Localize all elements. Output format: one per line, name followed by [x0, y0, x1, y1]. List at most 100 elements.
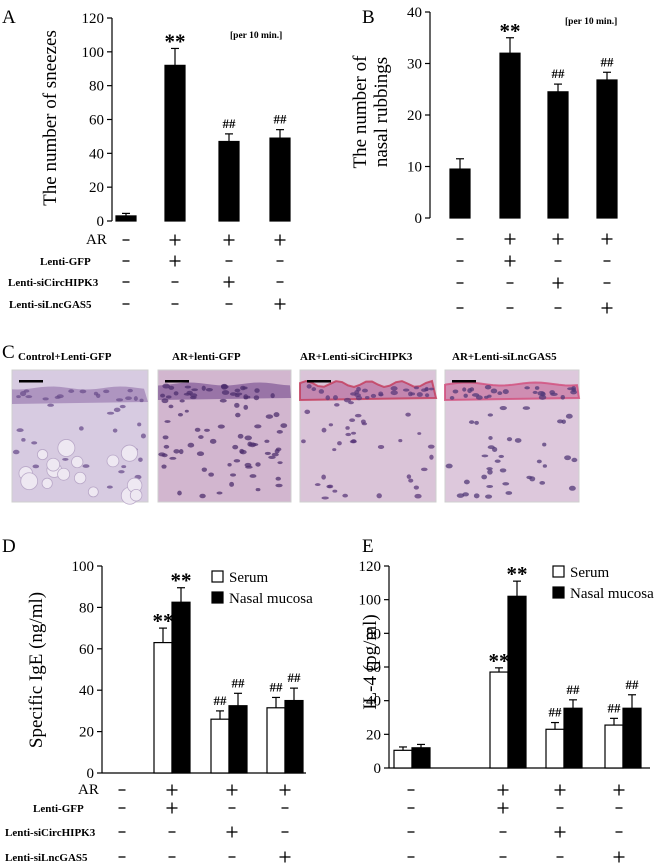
significance-mark: ## [232, 675, 246, 690]
cell-nucleus [42, 397, 49, 401]
cell-nucleus [106, 411, 115, 415]
treatment-label: Lenti-siLncGAS5 [5, 852, 88, 864]
cell-nucleus [12, 449, 20, 455]
cell-nucleus [408, 478, 414, 483]
chart-panel-b: 0 10 20 30 40 The number of nasal rubbings [per… [350, 5, 618, 314]
scale-bar [19, 380, 43, 383]
cell-nucleus [221, 390, 230, 395]
cell-nucleus [116, 398, 124, 402]
cell-nucleus [103, 389, 110, 394]
cell-nucleus [273, 412, 280, 418]
cell-nucleus [271, 452, 279, 457]
cell-nucleus [413, 386, 420, 390]
cell-nucleus [68, 389, 75, 393]
scale-bar [307, 380, 331, 383]
cell-nucleus [452, 389, 459, 394]
cell-nucleus [78, 426, 84, 431]
cell-nucleus [481, 454, 489, 458]
cell-nucleus [184, 385, 192, 389]
tissue-vacuole [41, 477, 53, 489]
cell-nucleus [25, 395, 33, 399]
bar [284, 699, 304, 774]
cell-nucleus [179, 399, 185, 403]
cell-nucleus [163, 444, 170, 449]
treatment-label: AR [86, 232, 107, 248]
cell-nucleus [481, 474, 488, 480]
cell-nucleus [169, 456, 177, 460]
cell-nucleus [462, 387, 467, 392]
bar [210, 718, 230, 774]
significance-mark: ## [549, 705, 563, 720]
cell-nucleus [410, 392, 416, 396]
cell-nucleus [275, 483, 283, 488]
cell-nucleus [165, 395, 172, 399]
significance-mark: ** [153, 609, 174, 633]
histology-image [157, 369, 292, 503]
y-tick-label: 120 [82, 11, 105, 27]
legend-label: Serum [570, 565, 609, 581]
tissue-vacuole [71, 455, 84, 469]
cell-nucleus [524, 386, 530, 390]
cell-nucleus [177, 413, 184, 417]
cell-nucleus [113, 407, 121, 413]
panel-letter: D [2, 536, 16, 557]
cell-nucleus [311, 387, 317, 392]
cell-nucleus [534, 386, 540, 390]
significance-mark: ## [223, 116, 237, 131]
cell-nucleus [161, 464, 167, 469]
cell-nucleus [498, 454, 505, 458]
cell-nucleus [361, 422, 368, 426]
legend-swatch [211, 570, 224, 583]
panel-letter: E [362, 536, 374, 557]
scale-bar [165, 380, 189, 383]
cell-nucleus [416, 392, 423, 397]
cell-nucleus [332, 448, 337, 452]
cell-nucleus [345, 432, 352, 437]
cell-nucleus [201, 467, 208, 472]
cell-nucleus [351, 431, 357, 435]
cell-nucleus [248, 442, 257, 448]
cell-nucleus [417, 432, 422, 435]
cell-nucleus [549, 390, 555, 395]
bar [547, 91, 569, 219]
legend-swatch [211, 591, 224, 604]
panel-letter: B [362, 7, 375, 28]
cell-nucleus [321, 496, 329, 500]
y-axis-label: nasal rubbings [371, 57, 392, 167]
legend-label: Nasal mucosa [229, 591, 313, 607]
cell-nucleus [424, 393, 430, 398]
tissue-vacuole [46, 457, 61, 472]
cell-nucleus [428, 387, 435, 391]
cell-nucleus [314, 483, 321, 486]
y-tick-label: 100 [82, 45, 105, 61]
cell-nucleus [121, 465, 127, 469]
cell-nucleus [532, 390, 538, 394]
cell-nucleus [537, 390, 545, 396]
cell-nucleus [54, 395, 61, 399]
cell-nucleus [245, 465, 253, 469]
cell-nucleus [567, 387, 575, 391]
y-tick-label: 60 [366, 660, 381, 676]
cell-nucleus [234, 402, 240, 408]
cell-nucleus [173, 391, 179, 396]
cell-nucleus [332, 395, 338, 401]
cell-nucleus [229, 481, 235, 487]
cell-nucleus [497, 391, 503, 395]
bar [489, 671, 509, 769]
cell-nucleus [177, 490, 182, 496]
bar [171, 601, 191, 774]
cell-nucleus [536, 459, 542, 464]
cell-nucleus [413, 485, 419, 490]
cell-nucleus [264, 439, 270, 443]
cell-nucleus [301, 439, 306, 444]
cell-nucleus [487, 445, 495, 450]
significance-mark: ** [507, 562, 528, 586]
cell-nucleus [463, 479, 470, 485]
significance-mark: ## [567, 682, 581, 697]
histology-image [444, 369, 581, 503]
cell-nucleus [184, 409, 189, 413]
cell-nucleus [112, 428, 118, 433]
cell-nucleus [162, 435, 169, 440]
significance-mark: ## [274, 112, 288, 127]
cell-nucleus [325, 395, 331, 401]
